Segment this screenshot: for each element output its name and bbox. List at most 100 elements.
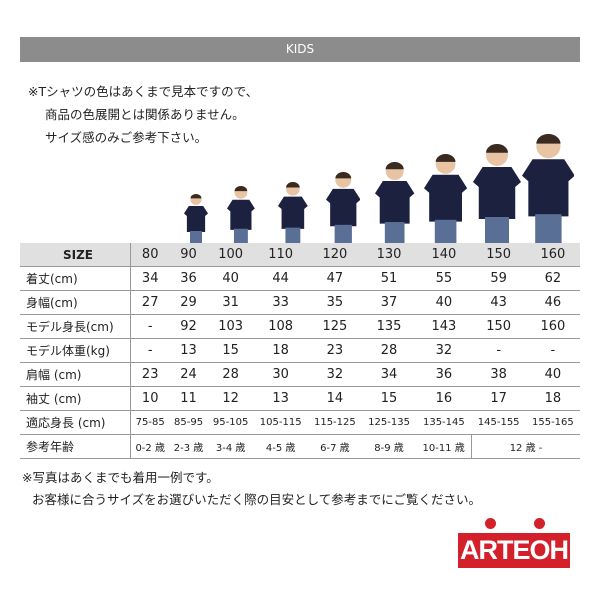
arteoh-logo: ARTEOH [458, 533, 570, 568]
table-cell: 95-105 [207, 410, 254, 435]
table-cell: 103 [207, 314, 254, 339]
row-label: モデル体重(kg) [20, 338, 131, 363]
table-cell: 33 [253, 290, 308, 315]
table-cell: - [471, 338, 526, 363]
table-cell: 32 [307, 362, 362, 387]
footer-note: ※写真はあくまでも着用一例です。 お客様に合うサイズをお選びいただく際の目安とし… [22, 467, 481, 511]
model-photo [473, 143, 521, 243]
table-cell: 135-145 [416, 410, 472, 435]
table-cell: 143 [416, 314, 472, 339]
size-cell: 150 [471, 243, 526, 267]
table-row: モデル身長(cm) -92 103 108 125 135 143 150 160 [20, 314, 580, 339]
table-cell: 23 [307, 338, 362, 363]
size-cell: 110 [253, 243, 308, 267]
table-cell: 55 [416, 266, 472, 291]
size-cell: 80 [130, 243, 170, 267]
table-cell: 32 [416, 338, 472, 363]
table-cell: 160 [525, 314, 580, 339]
row-label: 袖丈 (cm) [20, 386, 131, 411]
note-line: ※Tシャツの色はあくまで見本ですので、 [28, 84, 259, 99]
table-cell: 17 [471, 386, 526, 411]
table-cell: 105-115 [253, 410, 308, 435]
table-row: 肩幅 (cm) 23 24 28 30 32 34 36 38 40 [20, 362, 580, 387]
table-cell: 150 [471, 314, 526, 339]
color-note: ※Tシャツの色はあくまで見本ですので、 商品の色展開とは関係ありません。 サイズ… [28, 80, 258, 149]
model-photo [521, 133, 575, 243]
table-cell: 35 [307, 290, 362, 315]
table-cell: 46 [525, 290, 580, 315]
table-row: 着丈(cm) 34 36 40 44 47 51 55 59 62 [20, 266, 580, 291]
logo-dot [534, 518, 545, 529]
table-cell: 37 [361, 290, 417, 315]
table-cell: 47 [307, 266, 362, 291]
table-cell: 40 [525, 362, 580, 387]
table-cell: 108 [253, 314, 308, 339]
size-label: SIZE [20, 243, 131, 267]
note-line: 商品の色展開とは関係ありません。 [45, 107, 245, 122]
model-photo [375, 161, 415, 243]
table-cell: 125 [307, 314, 362, 339]
table-cell: 62 [525, 266, 580, 291]
size-cell: 130 [361, 243, 417, 267]
table-cell: 40 [416, 290, 472, 315]
table-row: 適応身長 (cm) 75-85 85-95 95-105 105-115 115-125 1… [20, 410, 580, 435]
table-cell: - [525, 338, 580, 363]
table-cell: 43 [471, 290, 526, 315]
table-cell: 24 [169, 362, 208, 387]
model-photo [424, 153, 468, 243]
table-cell: 12 [207, 386, 254, 411]
row-label: 着丈(cm) [20, 266, 131, 291]
table-cell: 38 [471, 362, 526, 387]
table-cell: 34 [130, 266, 170, 291]
size-cell: 140 [416, 243, 472, 267]
model-photo [278, 181, 308, 243]
table-cell: 75-85 [130, 410, 170, 435]
note-line: サイズ感のみご参考下さい。 [45, 130, 208, 145]
table-cell: 27 [130, 290, 170, 315]
size-cell: 90 [169, 243, 208, 267]
table-cell: 44 [253, 266, 308, 291]
table-cell: 18 [525, 386, 580, 411]
table-cell: 28 [207, 362, 254, 387]
section-header: KIDS [20, 37, 580, 62]
table-cell: 31 [207, 290, 254, 315]
table-cell: 13 [253, 386, 308, 411]
table-cell: 40 [207, 266, 254, 291]
row-label: 肩幅 (cm) [20, 362, 131, 387]
table-cell: 36 [416, 362, 472, 387]
table-cell: 18 [253, 338, 308, 363]
table-cell: 125-135 [361, 410, 417, 435]
table-row: モデル体重(kg) -13 15 18 23 28 32- - [20, 338, 580, 363]
table-cell: 15 [207, 338, 254, 363]
model-photo [227, 185, 255, 243]
model-photo [325, 171, 361, 243]
footer-line: お客様に合うサイズをお選びいただく際の目安として参考までにご覧ください。 [32, 492, 482, 507]
table-row: 袖丈 (cm) 10 11 12 13 14 15 16 17 18 [20, 386, 580, 411]
table-cell: 36 [169, 266, 208, 291]
table-cell: 115-125 [307, 410, 362, 435]
size-table: SIZE 80 90 100 110 120 130 140 150 160 着… [20, 243, 580, 459]
table-cell: 59 [471, 266, 526, 291]
table-cell: 155-165 [525, 410, 580, 435]
row-label: モデル身長(cm) [20, 314, 131, 339]
table-cell: 8-9 歳 [361, 434, 417, 459]
model-photo [184, 193, 208, 243]
table-cell: 51 [361, 266, 417, 291]
size-cell: 160 [525, 243, 580, 267]
table-cell: 12 歳 - [471, 434, 580, 459]
table-cell: 30 [253, 362, 308, 387]
table-cell: 14 [307, 386, 362, 411]
table-cell: 29 [169, 290, 208, 315]
size-header-row: SIZE 80 90 100 110 120 130 140 150 160 [20, 243, 580, 267]
footer-line: ※写真はあくまでも着用一例です。 [22, 470, 219, 485]
row-label: 適応身長 (cm) [20, 410, 131, 435]
table-cell: 13 [169, 338, 208, 363]
table-cell: 16 [416, 386, 472, 411]
table-cell: 4-5 歳 [253, 434, 308, 459]
size-cell: 100 [207, 243, 254, 267]
table-cell: 85-95 [169, 410, 208, 435]
table-cell: 10 [130, 386, 170, 411]
table-cell: 145-155 [471, 410, 526, 435]
table-cell: 28 [361, 338, 417, 363]
